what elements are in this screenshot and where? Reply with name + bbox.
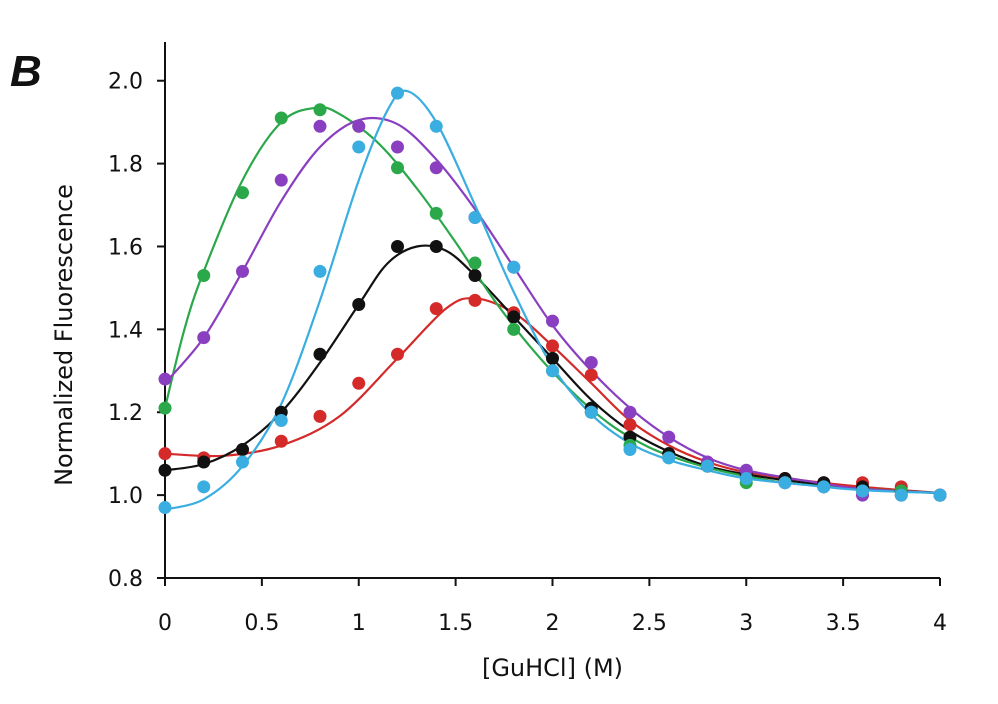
data-point-series-5	[429, 119, 443, 133]
data-point-series-3	[236, 186, 249, 200]
data-point-series-1	[391, 347, 404, 361]
data-point-series-2	[352, 297, 366, 311]
data-point-series-5	[197, 480, 211, 494]
data-point-series-4	[197, 331, 211, 345]
data-point-series-5	[313, 264, 327, 278]
data-point-series-3	[274, 111, 288, 125]
data-point-series-5	[274, 414, 288, 428]
data-point-series-2	[546, 351, 559, 365]
data-point-series-4	[429, 161, 443, 175]
data-point-series-2	[391, 239, 404, 253]
data-point-series-5	[933, 488, 947, 502]
data-point-series-5	[158, 501, 172, 515]
axes: 0.8 1.0 1.2 1.4 1.6 1.8 2.0 0 0.5 1 1.5 2 2.5 3 3.5 4	[108, 42, 947, 636]
data-point-series-1	[468, 293, 482, 307]
data-point-series-3	[429, 206, 443, 220]
data-point-series-5	[468, 210, 482, 224]
data-point-series-4	[662, 430, 676, 444]
data-point-series-2	[429, 239, 443, 253]
x-tick-label: 2	[546, 611, 560, 636]
data-point-series-5	[236, 455, 249, 469]
data-point-series-3	[158, 401, 172, 415]
y-tick-label: 1.2	[108, 401, 143, 426]
data-point-series-2	[158, 463, 172, 477]
data-point-series-4	[158, 372, 172, 386]
data-point-series-5	[662, 451, 676, 465]
x-tick-label: 3.5	[826, 611, 861, 636]
data-point-series-3	[391, 161, 404, 175]
x-tick-label: 1.5	[438, 611, 473, 636]
data-point-series-2	[468, 268, 482, 282]
data-point-series-5	[391, 86, 404, 100]
data-point-series-3	[507, 322, 521, 336]
data-point-series-1	[623, 418, 637, 432]
data-point-series-1	[352, 376, 366, 390]
data-point-series-4	[313, 119, 327, 133]
data-point-series-5	[584, 405, 598, 419]
data-point-series-4	[584, 356, 598, 370]
x-tick-label: 4	[933, 611, 947, 636]
data-point-series-5	[623, 443, 637, 457]
data-point-series-3	[468, 256, 482, 270]
data-point-series-2	[197, 455, 211, 469]
panel-label: B	[10, 47, 42, 96]
data-point-series-3	[197, 268, 211, 282]
data-points	[158, 86, 947, 515]
y-tick-label: 1.6	[108, 235, 143, 260]
data-point-series-2	[236, 443, 249, 457]
y-tick-label: 1.0	[108, 484, 143, 509]
x-tick-label: 2.5	[632, 611, 667, 636]
data-point-series-4	[236, 264, 249, 278]
x-tick-label: 1	[352, 611, 366, 636]
data-point-series-4	[274, 173, 288, 187]
data-point-series-4	[391, 140, 404, 154]
data-point-series-5	[352, 140, 366, 154]
data-point-series-5	[546, 364, 559, 378]
x-tick-label: 0	[158, 611, 172, 636]
data-point-series-2	[313, 347, 327, 361]
data-point-series-5	[778, 476, 792, 490]
y-tick-label: 1.8	[108, 153, 143, 178]
y-axis-title: Normalized Fluorescence	[50, 184, 78, 486]
x-tick-label: 3	[739, 611, 753, 636]
data-point-series-1	[584, 368, 598, 382]
data-point-series-5	[856, 484, 869, 498]
data-point-series-5	[817, 480, 831, 494]
data-point-series-4	[623, 405, 637, 419]
data-point-series-1	[546, 339, 559, 353]
y-tick-label: 0.8	[108, 567, 143, 592]
y-tick-label: 1.4	[108, 318, 143, 343]
data-point-series-4	[546, 314, 559, 328]
data-point-series-5	[507, 260, 521, 274]
data-point-series-4	[352, 119, 366, 133]
data-point-series-5	[701, 459, 714, 473]
data-point-series-2	[507, 310, 521, 324]
y-tick-label: 2.0	[108, 70, 143, 95]
x-axis-title: [GuHCl] (M)	[482, 654, 623, 682]
data-point-series-5	[739, 472, 753, 486]
x-tick-label: 0.5	[244, 611, 279, 636]
data-point-series-1	[274, 434, 288, 448]
fit-curve-3	[163, 106, 941, 495]
data-point-series-1	[313, 409, 327, 423]
data-point-series-5	[894, 488, 908, 502]
data-point-series-3	[313, 103, 327, 117]
data-point-series-1	[158, 447, 172, 461]
data-point-series-1	[429, 302, 443, 316]
